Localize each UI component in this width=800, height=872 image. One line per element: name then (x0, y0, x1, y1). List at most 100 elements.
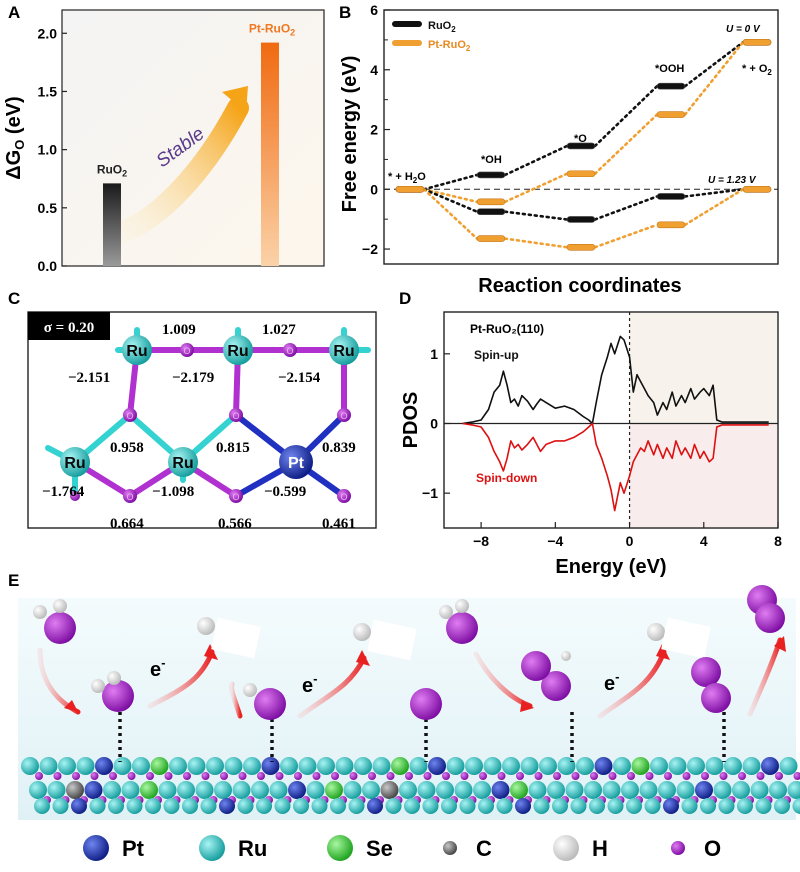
slab-oxygen (387, 772, 395, 780)
slab-atom (317, 757, 335, 775)
d-xtick-label: −8 (473, 533, 489, 549)
slab-atom (386, 798, 402, 814)
slab-atom (677, 781, 695, 799)
slab-oxygen (442, 772, 450, 780)
slab-atom (151, 757, 169, 775)
d-xtick-label: 4 (700, 533, 708, 549)
panel-d-title: Pt-RuO₂(110) (470, 322, 544, 336)
slab-atom (243, 757, 261, 775)
c-charge-metal: −2.154 (278, 370, 321, 386)
slab-oxygen (331, 772, 339, 780)
slab-oxygen (424, 772, 432, 780)
slab-atom (566, 781, 584, 799)
panel-letter-e: E (8, 571, 19, 590)
slab-oxygen (498, 772, 506, 780)
d-ytick-label: 0 (430, 415, 438, 431)
slab-atom (547, 781, 565, 799)
slab-atom (404, 798, 420, 814)
b-energy-level (477, 199, 505, 205)
slab-atom (145, 798, 161, 814)
slab-atom (706, 757, 724, 775)
slab-atom (307, 781, 325, 799)
sigma-label: σ = 0.20 (44, 320, 94, 336)
slab-oxygen (368, 772, 376, 780)
c-charge-oxygen: 0.815 (216, 440, 250, 456)
d-ytick-label: 1 (430, 346, 438, 362)
legend-label-pt-ruo2: Pt-RuO2 (428, 39, 471, 53)
label-spin-down: Spin-down (476, 471, 537, 485)
slab-atom (447, 757, 465, 775)
b-potential-label: U = 1.23 V (708, 175, 757, 186)
c-charge-metal: −2.179 (172, 370, 214, 386)
slab-atom (177, 781, 195, 799)
c-charge-metal: −1.764 (42, 484, 85, 500)
legend-ball-ru (199, 835, 225, 861)
o2-oxygen (691, 657, 721, 687)
slab-oxygen (516, 772, 524, 780)
b-ytick-label: 4 (370, 62, 378, 78)
slab-atom (769, 781, 787, 799)
slab-oxygen (276, 772, 284, 780)
released-h (647, 623, 665, 641)
slab-oxygen (461, 772, 469, 780)
slab-atom (40, 757, 58, 775)
slab-atom (515, 798, 531, 814)
slab-atom (621, 781, 639, 799)
slab-atom (169, 757, 187, 775)
panel-b-free-energy: Free energy (eV) Reaction coordinates −2… (339, 2, 778, 297)
slab-atom (423, 798, 439, 814)
b-energy-level (477, 172, 505, 178)
c-atom-o-label: O (286, 346, 293, 356)
c-charge-oxygen: 0.461 (322, 516, 356, 532)
slab-atom (436, 781, 454, 799)
c-atom-o-label: O (126, 411, 133, 421)
slab-atom (103, 781, 121, 799)
b-energy-level (657, 83, 685, 89)
slab-atom (529, 781, 547, 799)
slab-atom (182, 798, 198, 814)
slab-atom (473, 781, 491, 799)
slab-atom (658, 781, 676, 799)
slab-oxygen (257, 772, 265, 780)
slab-atom (164, 798, 180, 814)
water-hydrogen (439, 605, 453, 619)
slab-oxygen (146, 772, 154, 780)
slab-atom (780, 757, 798, 775)
slab-atom (256, 798, 272, 814)
slab-atom (344, 781, 362, 799)
slab-atom (460, 798, 476, 814)
d-ytick-label: −1 (422, 485, 438, 501)
a-ytick-label: 0.0 (38, 258, 58, 274)
c-atom-ru-label: Ru (227, 343, 248, 360)
slab-atom (108, 798, 124, 814)
slab-atom (325, 781, 343, 799)
d-xtick-label: −4 (547, 533, 563, 549)
slab-atom (140, 781, 158, 799)
slab-oxygen (553, 772, 561, 780)
slab-atom (510, 781, 528, 799)
a-ytick-label: 1.5 (38, 83, 58, 99)
slab-atom (737, 798, 753, 814)
legend-label-o: O (704, 836, 721, 861)
b-potential-label: U = 0 V (726, 24, 761, 35)
slab-atom (576, 757, 594, 775)
c-atom-o-label: O (340, 411, 347, 421)
slab-oxygen (683, 772, 691, 780)
slab-atom (381, 781, 399, 799)
legend-ball-c (443, 841, 457, 855)
slab-atom (502, 757, 520, 775)
slab-atom (373, 757, 391, 775)
b-energy-level (567, 244, 595, 250)
slab-oxygen (220, 772, 228, 780)
slab-atom (77, 757, 95, 775)
slab-atom (418, 781, 436, 799)
b-energy-level (657, 222, 685, 228)
c-charge-oxygen: 1.009 (162, 322, 196, 338)
panel-a-ylabel: ΔGO (eV) (3, 96, 27, 179)
panel-d-xlabel: Energy (eV) (555, 556, 666, 578)
slab-oxygen (128, 772, 136, 780)
slab-oxygen (350, 772, 358, 780)
slab-oxygen (294, 772, 302, 780)
